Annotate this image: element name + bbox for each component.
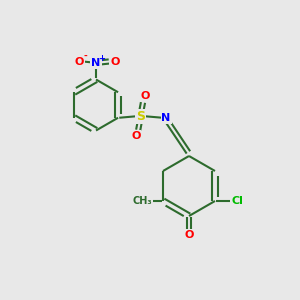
Text: -: - (83, 52, 87, 61)
Text: O: O (184, 230, 194, 241)
Text: O: O (131, 131, 140, 141)
Text: S: S (136, 110, 145, 123)
Text: +: + (98, 54, 105, 63)
Text: O: O (110, 56, 120, 67)
Text: N: N (92, 58, 100, 68)
Text: O: O (75, 56, 84, 67)
Text: N: N (161, 113, 171, 123)
Text: CH₃: CH₃ (132, 196, 152, 206)
Text: Cl: Cl (232, 196, 243, 206)
Text: O: O (141, 92, 150, 101)
